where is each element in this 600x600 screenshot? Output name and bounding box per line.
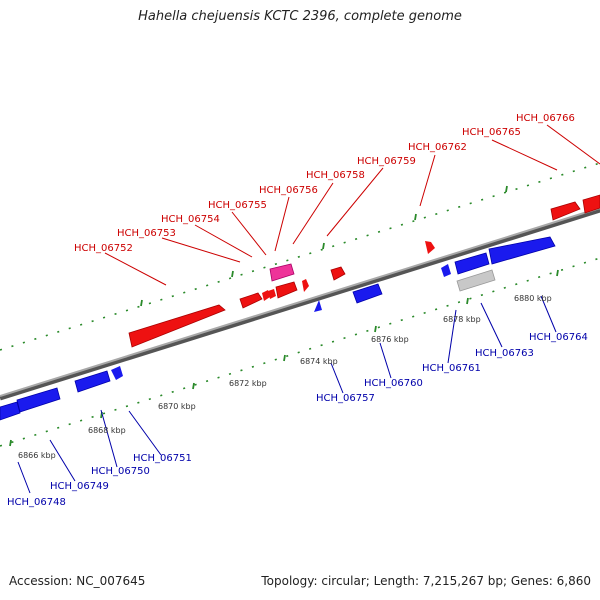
gene-label[interactable]: HCH_06765 (462, 127, 521, 138)
scale-tick-labels: 6866 kbp 6868 kbp 6870 kbp 6872 kbp 6874… (18, 294, 552, 460)
genome-summary-label: Topology: circular; Length: 7,215,267 bp… (261, 574, 591, 588)
gene-arrow-reverse[interactable] (352, 283, 383, 304)
reverse-genes (0, 236, 556, 421)
gene-label[interactable]: HCH_06757 (316, 393, 375, 404)
gene-label[interactable]: HCH_06753 (117, 228, 176, 239)
major-ticks-lower (9, 269, 559, 447)
gene-label[interactable]: HCH_06758 (306, 170, 365, 181)
gene-arrow-reverse[interactable] (111, 366, 123, 380)
gene-label[interactable]: HCH_06764 (529, 332, 588, 343)
tick-label: 6874 kbp (300, 357, 338, 366)
tick-label: 6868 kbp (88, 426, 126, 435)
gene-arrow-forward[interactable] (582, 194, 600, 214)
gene-arrow-reverse[interactable] (454, 252, 490, 275)
gene-label[interactable]: HCH_06752 (74, 243, 133, 254)
gene-label[interactable]: HCH_06762 (408, 142, 467, 153)
gene-label[interactable]: HCH_06759 (357, 156, 416, 167)
gene-arrow-forward[interactable] (262, 290, 270, 301)
gene-arrow-forward[interactable] (239, 292, 263, 309)
accession-label: Accession: NC_007645 (9, 574, 146, 588)
forward-leader-lines (104, 124, 600, 286)
gene-arrow-forward[interactable] (128, 304, 226, 348)
gene-arrow-reverse[interactable] (16, 387, 61, 413)
tick-label: 6876 kbp (371, 335, 409, 344)
gene-arrow-gray[interactable] (456, 269, 496, 292)
gene-label[interactable]: HCH_06761 (422, 363, 481, 374)
forward-gene-labels: HCH_06752 HCH_06753 HCH_06754 HCH_06755 … (74, 113, 575, 254)
tick-label: 6872 kbp (229, 379, 267, 388)
page-title: Hahella chejuensis KCTC 2396, complete g… (138, 9, 462, 24)
gene-label[interactable]: HCH_06750 (91, 466, 150, 477)
gene-arrow-pink[interactable] (269, 263, 295, 282)
major-ticks-upper (140, 185, 508, 307)
forward-genes (128, 194, 600, 348)
gene-arrow-forward[interactable] (275, 281, 298, 299)
reverse-gene-labels: HCH_06748 HCH_06749 HCH_06750 HCH_06751 … (7, 332, 588, 508)
gene-label[interactable]: HCH_06763 (475, 348, 534, 359)
gene-arrow-forward[interactable] (550, 201, 581, 221)
gene-arrow-reverse[interactable] (74, 370, 111, 393)
gene-label[interactable]: HCH_06749 (50, 481, 109, 492)
gene-label[interactable]: HCH_06766 (516, 113, 575, 124)
tick-label: 6866 kbp (18, 451, 56, 460)
gene-arrow-forward[interactable] (330, 266, 346, 281)
gene-arrow-forward[interactable] (302, 279, 309, 292)
gene-arrow-forward[interactable] (268, 289, 276, 299)
gene-arrow-reverse[interactable] (441, 264, 451, 277)
gene-label[interactable]: HCH_06748 (7, 497, 66, 508)
gene-arrow-forward[interactable] (425, 241, 435, 254)
tick-label: 6878 kbp (443, 315, 481, 324)
gene-label[interactable]: HCH_06754 (161, 214, 220, 225)
gene-label[interactable]: HCH_06760 (364, 378, 423, 389)
genome-backbone (0, 207, 600, 401)
tick-label: 6870 kbp (158, 402, 196, 411)
gene-arrow-reverse[interactable] (314, 300, 322, 312)
gene-arrow-reverse[interactable] (0, 401, 21, 421)
gene-label[interactable]: HCH_06756 (259, 185, 318, 196)
gene-arrow-reverse[interactable] (488, 236, 556, 265)
tick-label: 6880 kbp (514, 294, 552, 303)
reverse-leader-lines (17, 295, 557, 494)
gene-label[interactable]: HCH_06751 (133, 453, 192, 464)
gene-label[interactable]: HCH_06755 (208, 200, 267, 211)
